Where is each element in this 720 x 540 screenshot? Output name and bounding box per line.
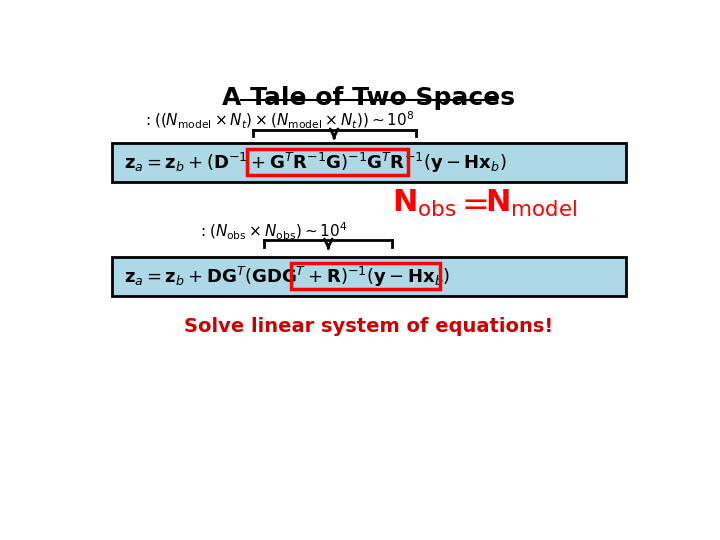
Text: $\mathbf{N}_{\mathrm{obs}}$: $\mathbf{N}_{\mathrm{obs}}$ (392, 188, 456, 219)
Text: $\mathbf{z}_{a} = \mathbf{z}_{b} + \mathbf{D}\mathbf{G}^{T}(\mathbf{G}\mathbf{D}: $\mathbf{z}_{a} = \mathbf{z}_{b} + \math… (124, 265, 450, 288)
Text: $: (N_{\mathrm{obs}}\times N_{\mathrm{obs}})\sim 10^{4}$: $: (N_{\mathrm{obs}}\times N_{\mathrm{ob… (199, 220, 348, 242)
Text: Solve linear system of equations!: Solve linear system of equations! (184, 317, 554, 336)
Text: $=$: $=$ (455, 187, 487, 220)
Text: A Tale of Two Spaces: A Tale of Two Spaces (222, 86, 516, 110)
Text: $: \left((N_{\mathrm{model}}\times N_t)\times(N_{\mathrm{model}}\times N_t)\righ: $: \left((N_{\mathrm{model}}\times N_t)\… (143, 110, 414, 131)
Text: $\mathbf{z}_{a} = \mathbf{z}_{b} + (\mathbf{D}^{-1} + \mathbf{G}^{T}\mathbf{R}^{: $\mathbf{z}_{a} = \mathbf{z}_{b} + (\mat… (124, 151, 507, 174)
Text: $\mathbf{N}_{\mathrm{model}}$: $\mathbf{N}_{\mathrm{model}}$ (485, 188, 577, 219)
FancyBboxPatch shape (112, 257, 626, 296)
FancyBboxPatch shape (112, 143, 626, 182)
